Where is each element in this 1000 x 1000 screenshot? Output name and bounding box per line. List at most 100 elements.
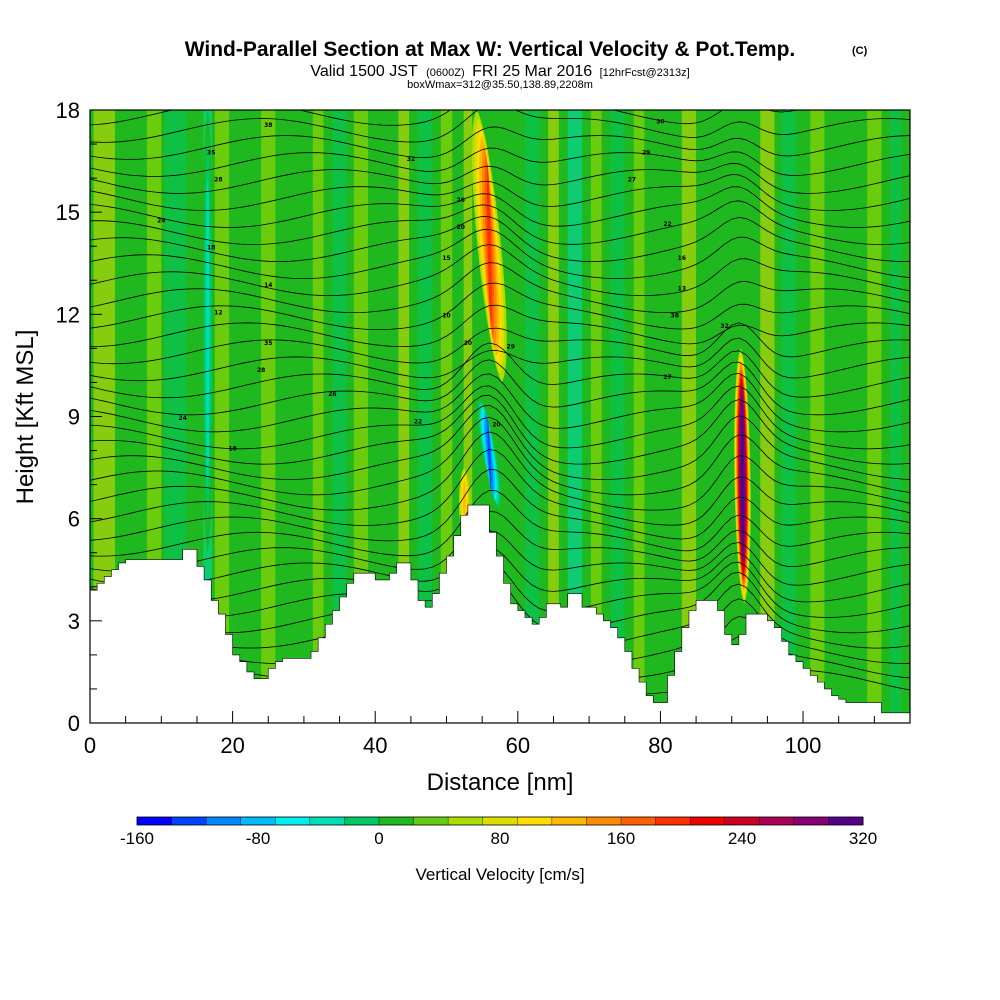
theta-contour (90, 490, 910, 557)
colorbar: -160 -80 0 80 160 240 320 (120, 816, 877, 848)
colorbar-label: -160 (120, 829, 154, 848)
theta-contour (90, 385, 910, 450)
colorbar-bin (275, 817, 311, 825)
theta-contour-label: 26 (328, 391, 336, 398)
field-band (890, 110, 902, 723)
field-band (440, 110, 453, 723)
field-band (590, 110, 602, 723)
field-band (567, 110, 582, 723)
field-band (261, 110, 276, 723)
theta-contour (90, 304, 910, 348)
colorbar-bin (137, 817, 173, 825)
plume-band (205, 176, 210, 487)
colorbar-bin (724, 817, 760, 825)
colorbar-bin (759, 817, 795, 825)
colorbar-bin (655, 817, 691, 825)
y-axis: 0 3 6 9 12 15 18 (56, 98, 102, 736)
theta-contour-label: 13 (678, 285, 686, 292)
theta-contour-label: 38 (671, 313, 679, 320)
theta-contour-label: 26 (457, 197, 465, 204)
theta-contour (90, 372, 910, 433)
theta-contour (90, 244, 910, 296)
theta-contour-label: 38 (264, 122, 272, 129)
theta-contour-label: 12 (214, 309, 222, 316)
field-band (781, 110, 796, 723)
colorbar-bin (240, 817, 276, 825)
theta-contour (90, 174, 910, 211)
theta-contour-label: 35 (264, 340, 272, 347)
field-band (633, 110, 645, 723)
theta-contour-label: 29 (642, 149, 650, 156)
colorbar-bin (828, 817, 864, 825)
theta-contour (90, 110, 910, 143)
theta-contour-label: 15 (442, 255, 450, 262)
theta-contour-label: 30 (656, 119, 664, 126)
theta-contour-label: 16 (678, 255, 686, 262)
x-tick-label: 20 (220, 733, 244, 758)
theta-contour-label: 24 (157, 217, 165, 224)
field-band (398, 110, 410, 723)
colorbar-bin (309, 817, 345, 825)
theta-contour (90, 342, 910, 399)
theta-contour-label: 28 (214, 177, 222, 184)
y-tick-label: 6 (68, 507, 80, 532)
colorbar-frame (136, 816, 864, 826)
y-tick-label: 0 (68, 711, 80, 736)
field-band (610, 110, 625, 723)
theta-contour (90, 468, 910, 542)
x-axis: 0 20 40 60 80 100 (84, 711, 911, 758)
theta-contour (90, 147, 910, 177)
field-band (289, 110, 304, 723)
theta-contour (90, 547, 910, 603)
colorbar-bin (793, 817, 829, 825)
theta-contour (90, 337, 910, 382)
colorbar-bin (413, 817, 449, 825)
colorbar-label: 320 (849, 829, 877, 848)
colorbar-title: Vertical Velocity [cm/s] (415, 865, 584, 884)
field-band (524, 110, 540, 723)
theta-contour (90, 186, 910, 228)
colorbar-bin (621, 817, 657, 825)
colorbar-label: 160 (607, 829, 635, 848)
theta-contour (90, 530, 910, 588)
y-tick-label: 3 (68, 609, 80, 634)
field-band (548, 110, 559, 723)
theta-contour-label: 35 (207, 149, 215, 156)
field-band (332, 110, 347, 723)
theta-contour-label: 30 (464, 340, 472, 347)
theta-contour (90, 449, 910, 526)
colorbar-bin (517, 817, 553, 825)
field-band (681, 110, 697, 723)
y-tick-label: 15 (56, 200, 80, 225)
theta-contour (90, 126, 910, 160)
theta-contour-label: 27 (628, 177, 636, 184)
valid-time: Valid 1500 JST (310, 63, 418, 80)
theta-contour-label: 28 (257, 367, 265, 374)
plume-band (486, 162, 492, 330)
theta-contour-label: 20 (457, 224, 465, 231)
field-band (653, 110, 668, 723)
theta-contour-label: 22 (663, 221, 671, 228)
theta-contour (90, 200, 910, 245)
box-info: boxWmax=312@35.50,138.89,2208m (407, 79, 593, 91)
plume-band (463, 479, 466, 525)
plume-band (487, 418, 492, 490)
x-tick-label: 60 (506, 733, 530, 758)
chart-title: Wind-Parallel Section at Max W: Vertical… (185, 38, 796, 61)
theta-contour-label: 18 (207, 245, 215, 252)
theta-contour (90, 416, 910, 496)
theta-contour-label: 20 (492, 422, 500, 429)
theta-contour (90, 110, 800, 126)
theta-contour-label: 14 (264, 282, 272, 289)
colorbar-bin (551, 817, 587, 825)
field-band (375, 110, 390, 723)
theta-contour-label: 29 (507, 343, 515, 350)
theta-contour-label: 27 (663, 374, 671, 381)
x-tick-label: 100 (785, 733, 822, 758)
x-tick-label: 80 (648, 733, 672, 758)
plume-band (741, 402, 743, 551)
theta-contour (90, 431, 910, 511)
theta-contour-label: 10 (442, 313, 450, 320)
valid-date: FRI 25 Mar 2016 (472, 63, 592, 80)
terrain (90, 504, 910, 723)
